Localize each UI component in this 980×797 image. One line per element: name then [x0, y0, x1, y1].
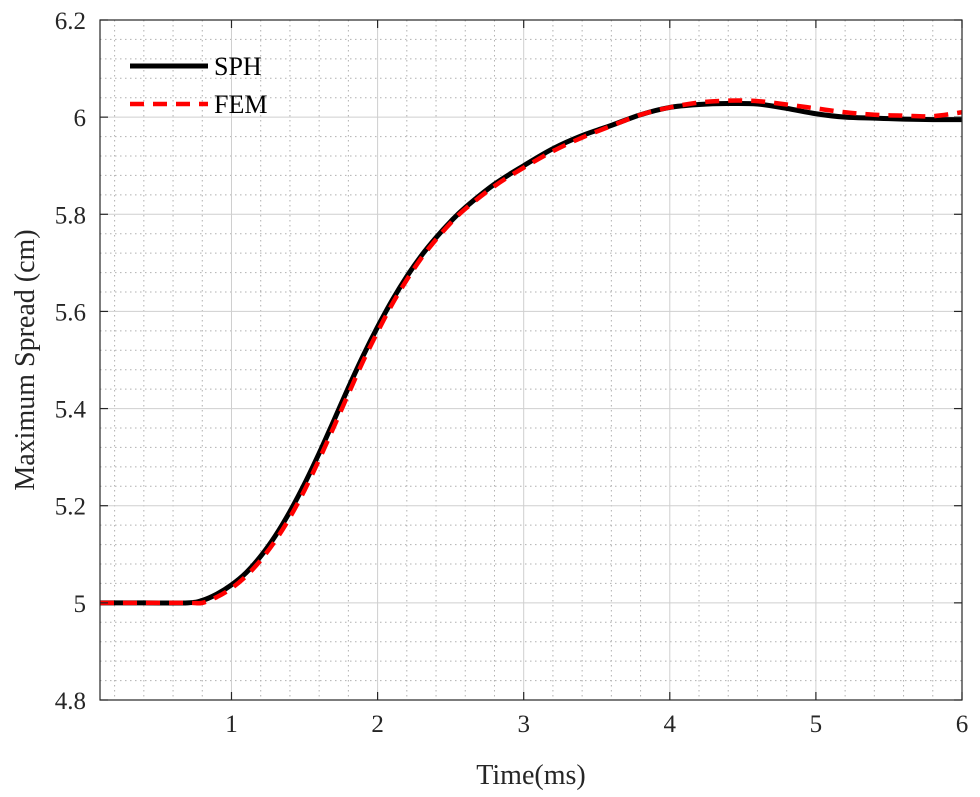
x-tick-label: 4	[664, 711, 677, 738]
x-tick-label: 2	[371, 711, 384, 738]
x-tick-label: 1	[225, 711, 238, 738]
minor-grid	[100, 20, 962, 700]
y-tick-label: 5.2	[55, 494, 86, 521]
y-tick-label: 5.4	[55, 397, 87, 424]
x-tick-label: 3	[517, 711, 530, 738]
series-line-sph	[99, 100, 963, 606]
series-layer	[99, 98, 963, 606]
x-axis-label: Time(ms)	[476, 760, 585, 791]
y-tick-label: 5.8	[55, 202, 86, 229]
y-axis-label: Maximum Spread (cm)	[10, 229, 41, 490]
x-tick-label: 5	[810, 711, 823, 738]
y-tick-label: 4.8	[55, 688, 86, 715]
legend-label-sph: SPH	[214, 52, 262, 81]
y-tick-label: 5	[74, 591, 87, 618]
y-tick-label: 5.6	[55, 299, 86, 326]
tick-labels: 1 2 3 4 5 6 4.8 5 5.2 5.4 5.6 5.8 6 6.2	[55, 8, 969, 738]
y-tick-label: 6.2	[55, 8, 86, 35]
y-tick-label: 6	[74, 105, 87, 132]
legend: SPH FEM	[130, 52, 267, 119]
plot-frame	[99, 19, 963, 701]
x-tick-label: 6	[956, 711, 969, 738]
ticks-layer	[100, 19, 963, 701]
series-line-fem	[99, 98, 963, 606]
legend-label-fem: FEM	[214, 90, 267, 119]
